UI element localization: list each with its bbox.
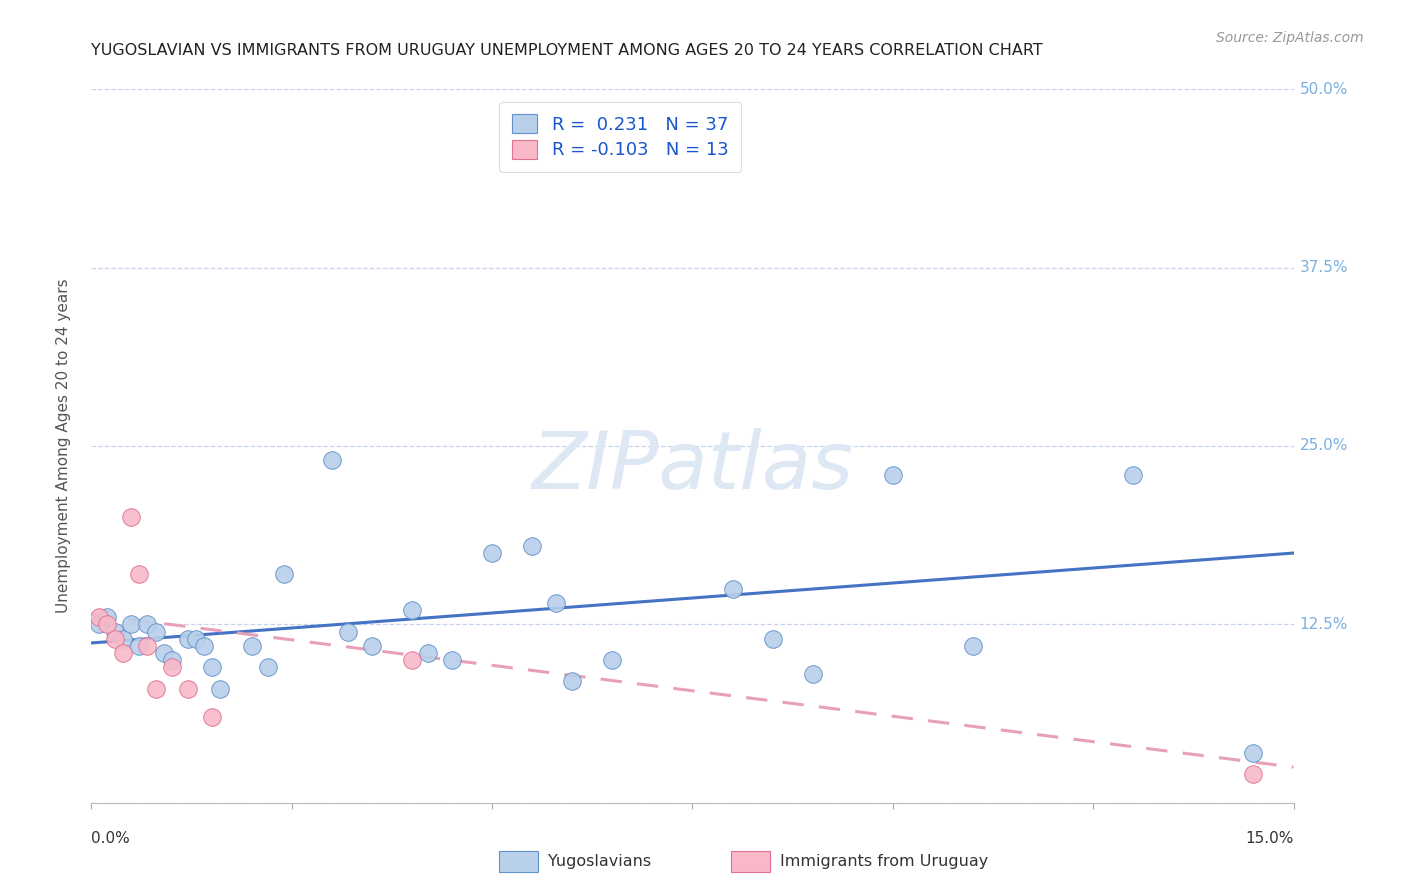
Point [176,632,198,646]
Point [128,639,150,653]
Point [440,653,463,667]
Text: Immigrants from Uruguay: Immigrants from Uruguay [780,855,988,869]
Point [360,639,382,653]
Point [401,603,423,617]
Point [112,646,135,660]
Point [89,617,111,632]
Text: 50.0%: 50.0% [1299,82,1348,96]
Point [201,660,224,674]
Text: 15.0%: 15.0% [1246,831,1294,847]
Point [136,617,159,632]
Point [160,660,183,674]
Point [128,567,150,582]
Point [145,624,167,639]
Point [121,617,143,632]
Point [321,453,343,467]
Point [112,632,135,646]
Point [104,632,127,646]
Text: 0.0%: 0.0% [91,831,131,847]
Text: Source: ZipAtlas.com: Source: ZipAtlas.com [1216,31,1364,45]
Point [602,653,624,667]
Point [641,111,664,125]
Point [336,624,359,639]
Point [208,681,231,696]
Text: ZIPatlas: ZIPatlas [531,428,853,507]
Text: 37.5%: 37.5% [1299,260,1348,275]
Point [256,660,278,674]
Point [1243,767,1265,781]
Point [561,674,583,689]
Text: YUGOSLAVIAN VS IMMIGRANTS FROM URUGUAY UNEMPLOYMENT AMONG AGES 20 TO 24 YEARS CO: YUGOSLAVIAN VS IMMIGRANTS FROM URUGUAY U… [91,43,1043,58]
Point [882,467,904,482]
Point [273,567,295,582]
Text: 25.0%: 25.0% [1299,439,1348,453]
Point [176,681,198,696]
Point [96,610,118,624]
Text: Yugoslavians: Yugoslavians [548,855,651,869]
Point [136,639,159,653]
Point [962,639,984,653]
Point [401,653,423,667]
Point [416,646,439,660]
Point [104,624,127,639]
Point [184,632,207,646]
Y-axis label: Unemployment Among Ages 20 to 24 years: Unemployment Among Ages 20 to 24 years [56,278,70,614]
Point [121,510,143,524]
Point [546,596,568,610]
Point [801,667,824,681]
Point [762,632,785,646]
Point [522,539,544,553]
Point [145,681,167,696]
Point [160,653,183,667]
Point [193,639,215,653]
Legend: R =  0.231   N = 37, R = -0.103   N = 13: R = 0.231 N = 37, R = -0.103 N = 13 [499,102,741,172]
Text: 12.5%: 12.5% [1299,617,1348,632]
Point [721,582,744,596]
Point [240,639,263,653]
Point [152,646,174,660]
Point [481,546,503,560]
Point [89,610,111,624]
Point [1243,746,1265,760]
Point [201,710,224,724]
Point [96,617,118,632]
Point [1122,467,1144,482]
